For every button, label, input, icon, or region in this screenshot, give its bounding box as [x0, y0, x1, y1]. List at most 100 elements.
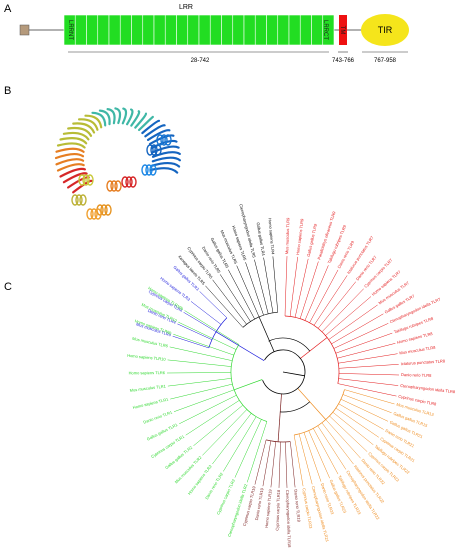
ribbon-strand — [62, 131, 90, 141]
tree-branch — [264, 300, 269, 314]
ribbon-strand — [62, 172, 88, 184]
ribbon-strand — [134, 112, 148, 129]
ribbon-strand — [144, 124, 166, 138]
ribbon-helix — [86, 208, 94, 220]
tree-leaf-label: Gallus gallus TLR9 — [306, 222, 318, 257]
tree-branch — [190, 301, 211, 317]
tree-branch — [218, 394, 237, 405]
lrr-repeat — [153, 14, 166, 46]
lrr-repeat — [288, 14, 301, 46]
tree-branch — [223, 438, 244, 472]
tree-branch — [317, 425, 326, 438]
tree-branch — [321, 312, 341, 332]
tree-branch — [352, 428, 374, 445]
tree-leaf-label: Ctenopharyngodon idella TLR18 — [285, 490, 292, 548]
tree-branch — [223, 343, 237, 350]
tree-leaf-label: Homo sapiens TLR1 — [132, 396, 169, 410]
tree-branch — [230, 344, 268, 422]
tree-leaf-label: Mus musculus TLR6 — [132, 336, 169, 349]
range-tir: 767-958 — [374, 58, 397, 64]
tree-branch — [291, 455, 296, 488]
panel-a: A LRR LRRNT LRRCT TM TIR 28-742 743-766 … — [4, 3, 409, 64]
tree-branch — [233, 316, 244, 328]
tree-branch — [167, 380, 212, 387]
tree-branch — [364, 373, 400, 376]
tree-branch — [335, 296, 372, 327]
range-lrr: 28-742 — [191, 58, 210, 64]
panel-letter-b: B — [4, 85, 11, 97]
tree-branch — [285, 256, 288, 303]
tree-branch — [167, 359, 218, 366]
tree-branch — [337, 351, 363, 359]
tree-branch — [328, 327, 346, 340]
lrr-repeat — [243, 14, 256, 46]
tree-branch — [312, 265, 329, 303]
ribbon-helix — [141, 164, 149, 176]
ribbon-helix — [125, 176, 133, 188]
tree-branch — [313, 428, 324, 447]
ribbon-helix — [100, 204, 108, 216]
signal-peptide-box — [19, 24, 30, 36]
tree-branch — [234, 308, 247, 325]
tree-branch — [298, 433, 305, 454]
ribbon-strand — [72, 122, 96, 134]
ribbon-helix — [104, 204, 112, 216]
ribbon-strand — [151, 162, 181, 168]
tree-branch — [308, 430, 320, 455]
tree-branch — [340, 398, 365, 411]
tree-branch — [344, 304, 378, 329]
tm-domain-box — [339, 15, 347, 45]
ribbon-strand — [106, 108, 116, 125]
tree-branch — [294, 291, 302, 318]
tree-branch — [321, 275, 348, 314]
tir-label: TIR — [378, 25, 393, 35]
tree-branch — [202, 423, 234, 456]
tree-branch — [173, 398, 210, 412]
tree-branch — [331, 330, 355, 345]
tree-branch — [280, 401, 311, 413]
ribbon-strand — [121, 107, 128, 125]
tree-branch — [262, 349, 306, 395]
ribbon-helix — [90, 208, 98, 220]
tree-branch — [227, 400, 240, 409]
tree-branch — [193, 331, 213, 340]
lrr-repeat — [119, 14, 132, 46]
tree-branch — [278, 467, 280, 488]
tree-branch — [338, 360, 353, 364]
tree-leaf-label: Danio rerio TLR19 — [254, 487, 265, 521]
tree-branch — [169, 346, 213, 357]
ribbon-strand — [55, 147, 85, 153]
tree-branch — [321, 422, 338, 444]
tree-branch — [338, 378, 353, 381]
tree-branch — [308, 445, 322, 482]
panel-letter-a: A — [4, 3, 12, 15]
lrr-repeats — [63, 14, 335, 46]
ribbon-helix — [110, 180, 118, 192]
tree-branch — [170, 387, 219, 400]
tree-branch — [354, 332, 393, 347]
tree-branch — [352, 419, 379, 438]
tree-branch — [268, 337, 311, 352]
tree-branch — [344, 389, 359, 394]
tree-branch — [339, 425, 368, 452]
tree-branch — [250, 298, 260, 318]
tree-branch — [212, 279, 235, 309]
ribbon-strand — [151, 151, 181, 158]
tree-branch — [297, 388, 327, 420]
lrr-repeat — [74, 14, 87, 46]
tree-branch — [258, 316, 275, 352]
ribbon-strand — [72, 179, 93, 194]
range-tm: 743-766 — [332, 58, 355, 64]
ribbon-strand — [151, 156, 181, 163]
ribbon-helix — [106, 180, 114, 192]
tree-leaf-label: Danio rerio TLR2 — [204, 471, 224, 500]
tree-leaf-label: Homo sapiens TLR19 — [264, 488, 273, 528]
ribbon-strand — [84, 114, 103, 129]
ribbon-helix — [78, 174, 86, 186]
tree-branch — [212, 303, 228, 318]
lrr-repeat — [299, 14, 312, 46]
tree-branch — [337, 443, 354, 465]
tree-branch — [325, 419, 340, 435]
